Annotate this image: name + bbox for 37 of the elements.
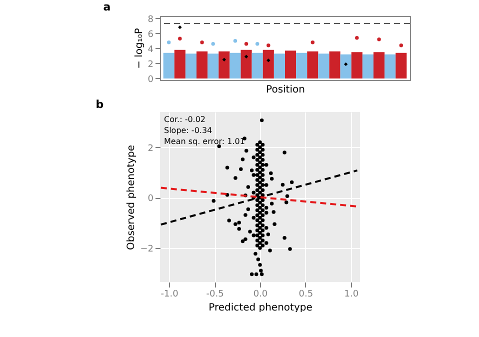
- y-tick-label: 4: [148, 44, 154, 55]
- x-tick-label: 1.0: [344, 290, 359, 300]
- point: [355, 36, 359, 40]
- annotation: Mean sq. error: 1.01: [164, 137, 245, 146]
- y-tick-label: 8: [148, 14, 154, 25]
- x-tick-label: 0.5: [298, 290, 314, 300]
- point: [255, 42, 260, 46]
- x-tick-label: 0.0: [253, 290, 268, 300]
- point: [344, 62, 348, 66]
- point: [377, 37, 381, 42]
- point: [211, 42, 215, 46]
- x-tick-label: -1.0: [160, 290, 179, 300]
- y-tick-label: 0: [148, 74, 154, 85]
- point: [266, 43, 270, 48]
- chart-title: a: [103, 0, 111, 14]
- point: [178, 36, 182, 40]
- chart-title: b: [96, 98, 104, 111]
- point: [222, 58, 226, 62]
- point: [399, 43, 404, 48]
- y-tick-label: −2: [140, 244, 154, 254]
- annotation: Cor.: -0.02: [164, 115, 206, 124]
- y-tick-label: 2: [148, 60, 154, 70]
- annotation: Slope: -0.34: [164, 126, 212, 135]
- point: [200, 40, 204, 44]
- point: [244, 42, 248, 46]
- y-axis-title: − log₁₀P: [134, 28, 145, 69]
- point: [166, 40, 171, 44]
- y-tick-label: 2: [148, 144, 154, 154]
- point: [266, 58, 270, 62]
- y-axis-title: Observed phenotype: [126, 145, 138, 250]
- point: [178, 25, 182, 30]
- x-axis-title: Position: [266, 84, 305, 96]
- x-tick-label: -0.5: [206, 290, 224, 300]
- y-tick-label: 0: [148, 194, 154, 204]
- point: [233, 38, 238, 43]
- point: [310, 40, 315, 44]
- y-tick-label: 6: [148, 30, 154, 40]
